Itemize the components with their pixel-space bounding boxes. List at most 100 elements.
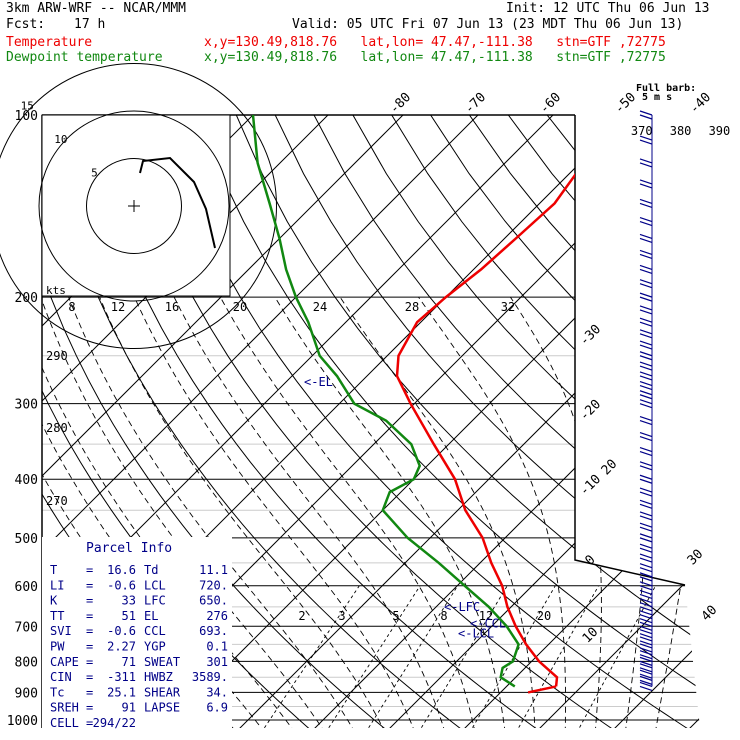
isotherm-label: 20 <box>599 457 621 479</box>
mixing-ratio-label: 3 <box>338 609 345 623</box>
parcel-value: 301 <box>206 655 228 669</box>
parcel-value: 16.6 <box>107 563 136 577</box>
isotherm-label: 40 <box>699 603 721 625</box>
moist-adiabat <box>133 296 416 728</box>
parcel-info-title: Parcel Info <box>86 541 172 556</box>
parcel-info-panel <box>42 537 232 728</box>
parcel-value: 0.1 <box>206 640 228 654</box>
parcel-key: LAPSE <box>144 701 180 715</box>
wind-barb <box>639 581 653 591</box>
isotherm-label: -10 <box>577 472 604 499</box>
forecast-hour: 17 h <box>74 17 106 32</box>
parcel-key: YGP <box>144 640 166 654</box>
wind-barb <box>639 351 653 361</box>
wind-barb <box>639 361 653 371</box>
dry-adiabat <box>663 115 700 728</box>
pressure-tick-label: 900 <box>15 686 38 701</box>
dry-adiabat <box>80 115 543 728</box>
parcel-value: 6.9 <box>206 701 228 715</box>
isotherm-line <box>234 115 700 728</box>
wind-barb <box>639 629 653 639</box>
isotherm-line <box>159 115 700 728</box>
moist-adiabat <box>99 296 386 728</box>
wind-barb <box>639 135 653 145</box>
speed-tick-label: 32 <box>501 300 515 314</box>
wind-barb <box>639 249 653 259</box>
parcel-key: TT <box>50 609 64 623</box>
parcel-key: Tc <box>50 685 64 699</box>
level-marker: <-LFC <box>444 600 480 614</box>
parcel-key: Td <box>144 563 158 577</box>
parcel-value: -311 <box>107 670 136 684</box>
parcel-equals: = <box>86 578 93 592</box>
wind-barb <box>639 650 653 660</box>
parcel-key: PW <box>50 640 65 654</box>
theta-side-label: 270 <box>46 494 68 508</box>
model-title: 3km ARW-WRF -- NCAR/MMM <box>6 1 187 16</box>
hodograph-trace <box>139 156 216 249</box>
parcel-key: K <box>50 594 58 608</box>
isotherm-label: -20 <box>577 397 604 424</box>
hodograph-ring-label: 5 <box>91 166 98 179</box>
isotherm-line <box>384 115 700 728</box>
wind-barb <box>639 292 653 302</box>
parcel-value: 2.27 <box>107 640 136 654</box>
series-line-temperature <box>395 115 611 687</box>
parcel-equals: = <box>86 716 93 730</box>
wind-barb <box>639 279 653 289</box>
isotherm-line <box>42 115 404 728</box>
wind-barb <box>639 216 653 227</box>
dry-adiabat <box>119 115 619 728</box>
dry-adiabat <box>158 115 695 728</box>
valid-time: Valid: 05 UTC Fri 07 Jun 13 (23 MDT Thu … <box>292 17 684 32</box>
wind-barb <box>639 158 653 168</box>
theta-side-label: 290 <box>46 349 68 363</box>
parcel-value: 25.1 <box>107 685 136 699</box>
parcel-value: 720. <box>199 578 228 592</box>
isotherm-label: -50 <box>612 90 639 117</box>
wind-barb <box>639 606 653 616</box>
parcel-key: SWEAT <box>144 655 180 669</box>
wind-barb <box>639 643 653 653</box>
wind-barb <box>639 499 653 509</box>
moist-adiabat <box>274 296 506 728</box>
wind-barb <box>639 317 653 327</box>
mixing-ratio-line <box>325 585 421 728</box>
parcel-equals: = <box>86 594 93 608</box>
mixing-ratio-line <box>515 585 599 728</box>
speed-tick-label: 20 <box>233 300 247 314</box>
theta-label: 380 <box>670 124 692 138</box>
isotherm-line <box>42 115 479 728</box>
wind-barb <box>639 563 653 573</box>
moist-adiabat <box>654 297 700 728</box>
parcel-value: 276 <box>206 609 228 623</box>
parcel-value: 91 <box>122 701 136 715</box>
pressure-tick-label: 700 <box>15 620 38 635</box>
pressure-tick-label: 600 <box>15 580 38 595</box>
wind-barb <box>639 621 653 631</box>
isotherm-line <box>0 115 28 733</box>
isotherm-label: 10 <box>580 625 602 647</box>
wind-barb <box>639 198 653 208</box>
wind-barb <box>639 533 653 543</box>
isotherm-line <box>459 115 700 728</box>
parcel-key: LCL <box>144 578 166 592</box>
wind-barb <box>639 233 653 244</box>
hodograph-ring <box>38 110 230 302</box>
wind-barb <box>639 264 653 275</box>
wind-barb <box>639 675 653 685</box>
plot-right-border <box>574 115 686 586</box>
wind-barb <box>639 522 653 532</box>
wind-barb <box>639 390 653 400</box>
parcel-value: 51 <box>122 609 136 623</box>
wind-barb <box>639 380 653 391</box>
isotherm-label: 30 <box>685 547 707 569</box>
moist-adiabat <box>219 296 476 728</box>
pressure-tick-label: 500 <box>15 532 38 547</box>
parcel-key: LFC <box>144 594 166 608</box>
wind-barb <box>639 614 653 624</box>
mixing-ratio-label: 12 <box>479 609 493 623</box>
dry-adiabat <box>624 115 700 728</box>
isotherm-label: -40 <box>687 90 714 117</box>
parcel-equals: = <box>86 609 93 623</box>
